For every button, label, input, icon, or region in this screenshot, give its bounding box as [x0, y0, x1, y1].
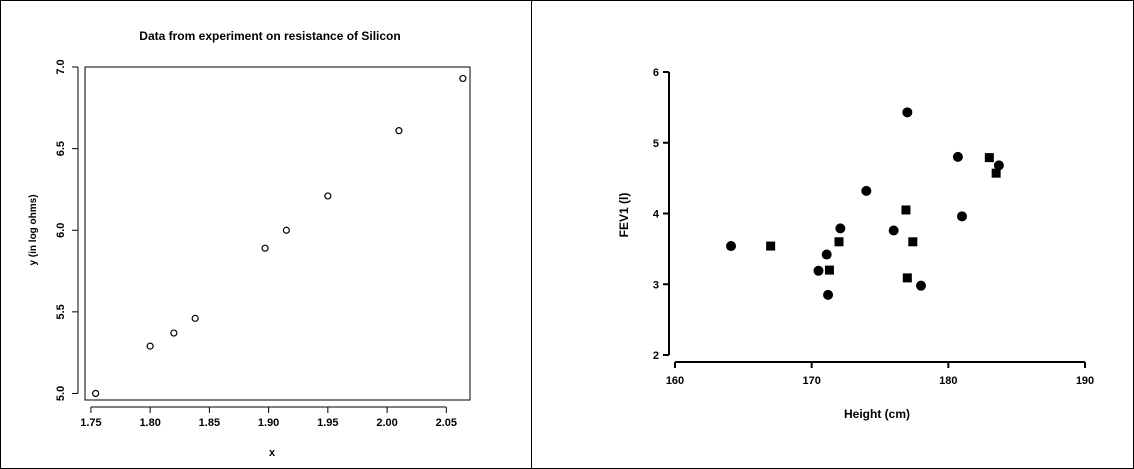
data-point-square	[902, 273, 912, 283]
x-tick-label: 190	[1076, 375, 1094, 387]
data-point-circle	[916, 280, 926, 291]
data-point-circle	[952, 151, 963, 162]
data-point-circle	[823, 289, 834, 300]
y-tick-label: 5	[653, 138, 659, 150]
data-point-circle	[957, 211, 967, 222]
data-points	[726, 107, 1004, 300]
data-point	[261, 244, 269, 252]
x-tick-label: 2.05	[436, 417, 457, 429]
data-point	[92, 389, 100, 398]
y-tick-label: 4	[653, 209, 660, 221]
resistance-scatter-chart: Data from experiment on resistance of Si…	[28, 29, 471, 459]
x-tick-label: 1.85	[199, 417, 220, 429]
left-chart-panel: Data from experiment on resistance of Si…	[0, 0, 531, 469]
x-axis-label: Height (cm)	[844, 407, 910, 421]
x-axis-label: x	[269, 447, 276, 459]
y-tick-label: 7.0	[55, 59, 67, 74]
x-tick-label: 1.80	[139, 417, 160, 429]
y-tick-label: 6.5	[55, 141, 67, 156]
fev1-height-scatter-chart: FEV1 (l) Height (cm) 160 170 180 190 2 3 4 5 6	[617, 67, 1094, 421]
y-tick-label: 3	[653, 279, 659, 291]
data-point-circle	[726, 241, 737, 252]
data-point-square	[991, 168, 1001, 178]
data-point-square	[766, 241, 776, 251]
data-point-circle	[821, 249, 832, 260]
y-tick-label: 2	[653, 350, 659, 362]
x-tick-label: 1.95	[317, 417, 338, 429]
data-point-square	[834, 237, 844, 247]
chart-title: Data from experiment on resistance of Si…	[139, 29, 400, 43]
y-tick-label: 5.0	[55, 386, 67, 401]
data-point	[282, 226, 290, 234]
data-point-circle	[902, 107, 913, 118]
x-tick-label: 2.00	[376, 417, 397, 429]
x-tick-label: 170	[802, 375, 820, 387]
data-point-square	[824, 265, 834, 275]
data-point-circle	[835, 223, 846, 234]
panel-divider	[531, 0, 532, 469]
y-axis: 2 3 4 5 6	[653, 67, 670, 362]
data-point-circle	[888, 225, 899, 236]
x-tick-label: 1.90	[258, 417, 279, 429]
data-point-circle	[861, 185, 872, 196]
data-point	[170, 329, 178, 337]
data-points	[92, 74, 467, 398]
x-tick-label: 180	[939, 375, 957, 387]
data-point-square	[984, 153, 994, 163]
x-axis: 1.75 1.80 1.85 1.90 1.95 2.00 2.05	[80, 406, 457, 429]
x-tick-label: 160	[666, 375, 684, 387]
right-chart-panel: FEV1 (l) Height (cm) 160 170 180 190 2 3 4 5 6	[532, 0, 1134, 469]
x-tick-label: 1.75	[80, 417, 101, 429]
y-tick-label: 6	[653, 67, 659, 79]
data-point	[459, 74, 467, 83]
data-point	[191, 314, 199, 322]
data-point-square	[901, 205, 911, 215]
data-point-circle	[993, 160, 1004, 171]
data-point	[146, 342, 154, 350]
data-point	[324, 192, 332, 200]
y-tick-label: 5.5	[55, 304, 67, 319]
data-point	[395, 127, 403, 135]
data-point-square	[908, 237, 918, 247]
data-point-circle	[813, 265, 824, 276]
y-axis: 5.0 5.5 6.0 6.5 7.0	[55, 59, 79, 401]
y-tick-label: 6.0	[55, 223, 67, 238]
y-axis-label: FEV1 (l)	[617, 193, 631, 238]
y-axis-label: y (in log ohms)	[28, 194, 39, 265]
x-axis: 160 170 180 190	[666, 361, 1094, 387]
plot-area-box	[84, 66, 471, 401]
